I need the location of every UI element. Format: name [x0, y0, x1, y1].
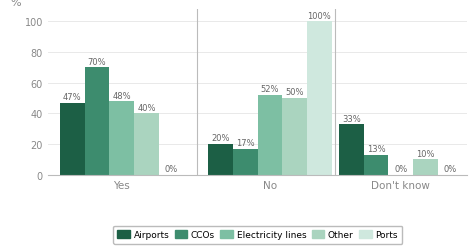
Text: 0%: 0%	[164, 164, 178, 173]
Text: 47%: 47%	[63, 93, 81, 102]
Bar	[363, 155, 387, 175]
Bar	[232, 149, 257, 175]
Text: %: %	[10, 0, 20, 8]
Bar	[412, 160, 437, 175]
Bar	[338, 124, 363, 175]
Text: 20%: 20%	[211, 134, 229, 143]
Text: 0%: 0%	[393, 164, 407, 173]
Text: 50%: 50%	[285, 88, 303, 97]
Text: 17%: 17%	[236, 138, 254, 147]
Text: 40%: 40%	[137, 104, 155, 112]
Bar	[85, 68, 109, 175]
Text: 33%: 33%	[341, 114, 360, 123]
Text: 13%: 13%	[366, 145, 385, 154]
Text: 52%: 52%	[260, 85, 278, 94]
Text: 100%: 100%	[307, 12, 330, 21]
Text: 10%: 10%	[416, 149, 434, 158]
Bar	[282, 98, 307, 175]
Bar	[134, 114, 159, 175]
Text: 70%: 70%	[88, 58, 106, 66]
Bar	[208, 144, 232, 175]
Bar	[109, 102, 134, 175]
Bar	[307, 22, 331, 175]
Bar	[60, 103, 85, 175]
Legend: Airports, CCOs, Electricity lines, Other, Ports: Airports, CCOs, Electricity lines, Other…	[112, 226, 402, 244]
Bar	[257, 96, 282, 175]
Text: 0%: 0%	[443, 164, 456, 173]
Text: 48%: 48%	[112, 91, 131, 100]
